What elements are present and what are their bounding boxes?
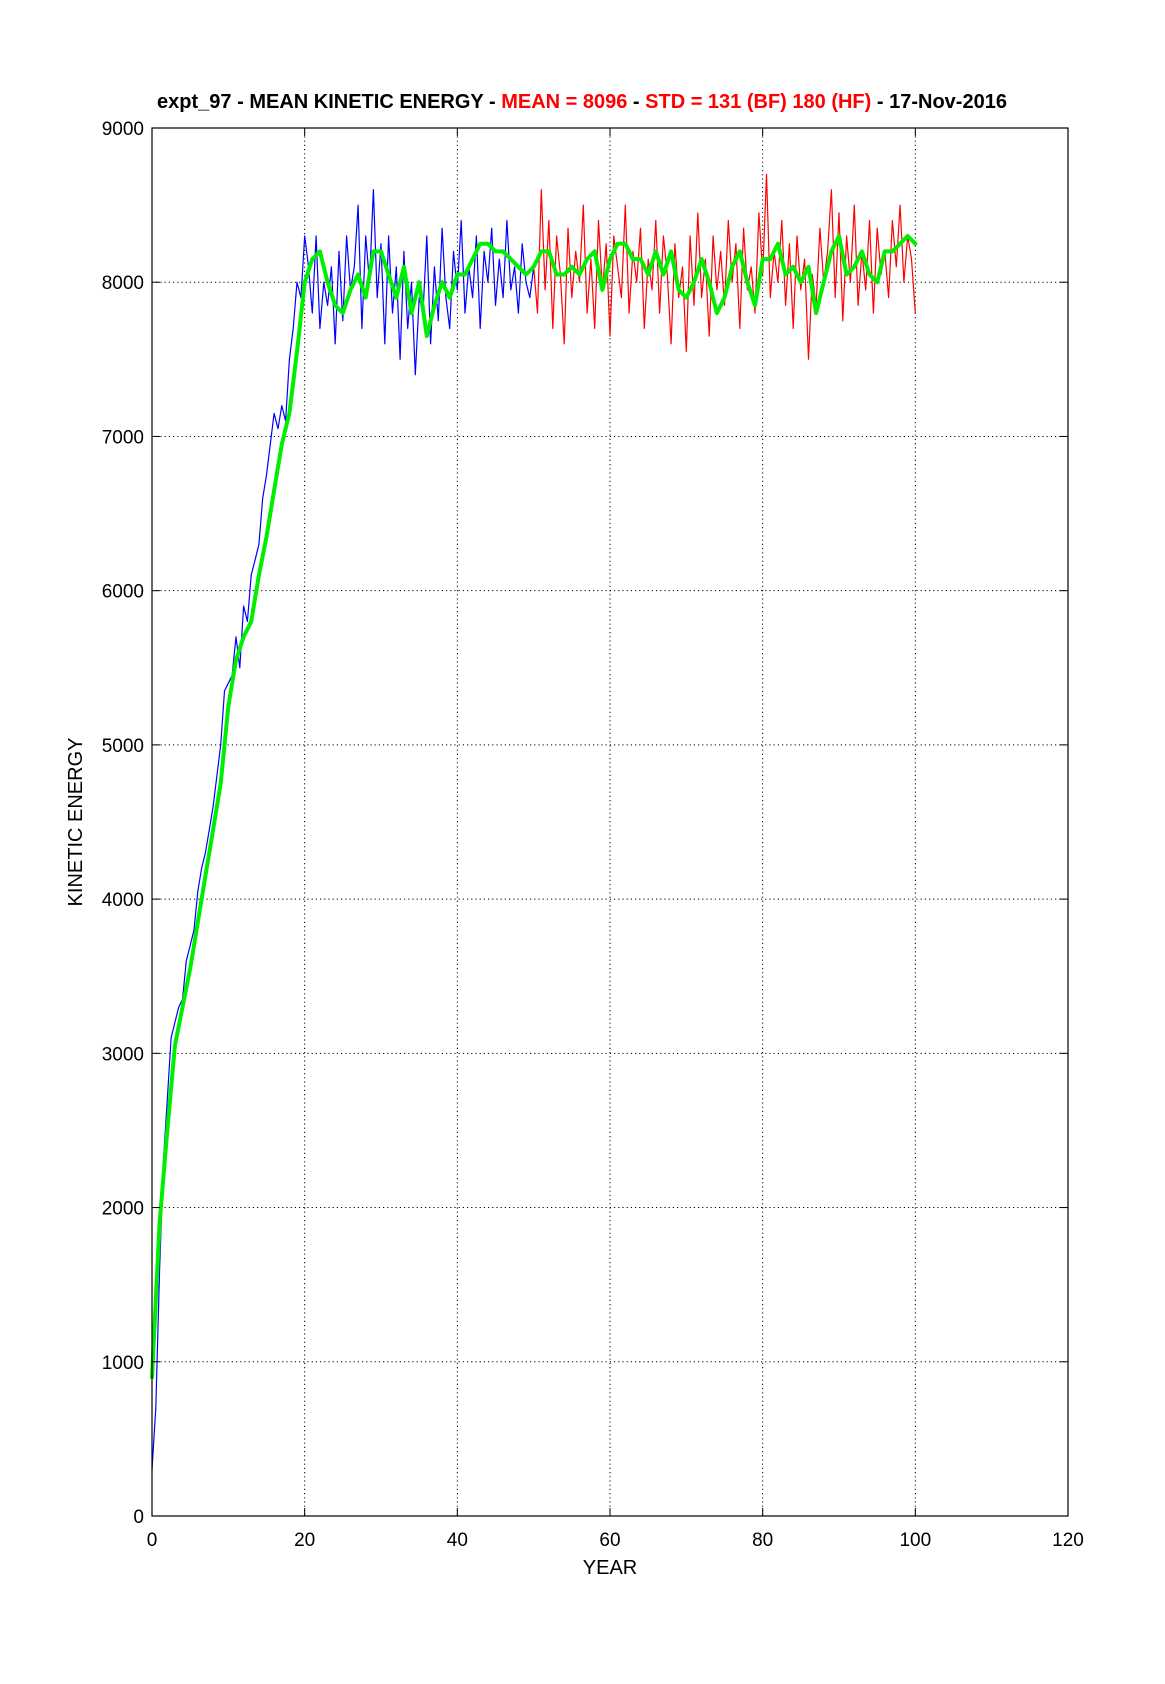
title-std: STD = 131 (BF) 180 (HF): [645, 91, 871, 113]
title-mean: MEAN = 8096: [501, 91, 627, 113]
y-tick-label-9: 9000: [102, 119, 144, 140]
y-tick-label-1: 1000: [102, 1353, 144, 1374]
title-date: 17-Nov-2016: [889, 91, 1007, 113]
y-tick-label-5: 5000: [102, 736, 144, 757]
y-tick-label-4: 4000: [102, 890, 144, 911]
series-line-smoothed: [150, 234, 918, 1380]
x-tick-label-4: 80: [752, 1530, 773, 1551]
y-axis-label: KINETIC ENERGY: [65, 738, 87, 907]
x-tick-label-0: 0: [147, 1530, 158, 1551]
y-tick-label-3: 3000: [102, 1044, 144, 1065]
axis-ticks: 0 20 40 60 80 100 120 0 1000 2000 3000 4000 5000 6000…: [102, 119, 1084, 1551]
chart-title: expt_97 - MEAN KINETIC ENERGY - MEAN = 8…: [157, 91, 1007, 113]
grid-lines: [152, 128, 1068, 1516]
title-separator-2: -: [871, 91, 889, 113]
x-tick-label-3: 60: [599, 1530, 620, 1551]
series-line-spinup: [151, 189, 535, 1471]
x-tick-label-5: 100: [899, 1530, 931, 1551]
title-prefix: expt_97 - MEAN KINETIC ENERGY -: [157, 91, 501, 113]
x-axis-label: YEAR: [583, 1557, 637, 1579]
y-tick-label-6: 6000: [102, 582, 144, 603]
y-tick-label-2: 2000: [102, 1199, 144, 1220]
y-tick-label-8: 8000: [102, 273, 144, 294]
y-tick-label-7: 7000: [102, 427, 144, 448]
x-tick-label-2: 40: [447, 1530, 468, 1551]
x-tick-label-6: 120: [1052, 1530, 1084, 1551]
y-tick-label-0: 0: [133, 1507, 144, 1528]
x-tick-label-1: 20: [294, 1530, 315, 1551]
plot-series: [150, 173, 918, 1471]
title-separator-1: -: [627, 91, 645, 113]
